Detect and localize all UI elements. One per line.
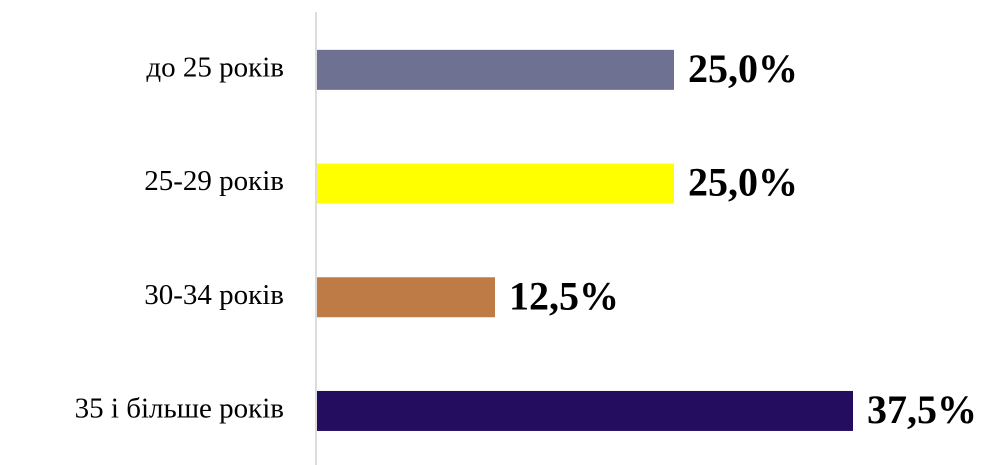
- bar: [317, 277, 495, 318]
- bar: [317, 163, 674, 204]
- bar: [317, 49, 674, 90]
- category-label: 25-29 років: [144, 165, 284, 197]
- value-label: 12,5%: [509, 273, 619, 318]
- value-label: 37,5%: [867, 387, 977, 432]
- bar: [317, 390, 853, 431]
- category-label: 30-34 років: [144, 279, 284, 311]
- value-label: 25,0%: [688, 46, 798, 91]
- category-label: до 25 років: [146, 52, 284, 84]
- value-label: 25,0%: [688, 160, 798, 205]
- category-label: 35 і більше років: [75, 393, 284, 425]
